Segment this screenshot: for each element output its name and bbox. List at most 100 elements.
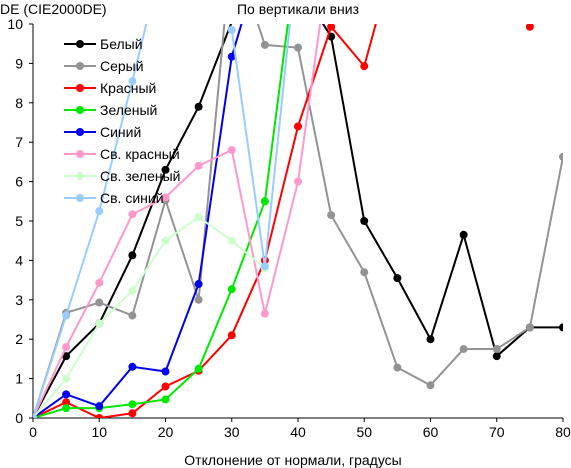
- data-point: [260, 197, 269, 206]
- legend-swatch-marker: [76, 128, 84, 136]
- legend-label: Зеленый: [100, 102, 157, 118]
- data-point: [95, 278, 104, 287]
- x-tick-label: 10: [91, 424, 107, 440]
- data-point: [161, 395, 170, 404]
- data-point: [426, 381, 435, 390]
- data-point: [161, 367, 170, 376]
- legend-label: Белый: [100, 36, 143, 52]
- data-point: [294, 122, 302, 131]
- data-point: [161, 382, 170, 391]
- data-point: [360, 217, 369, 225]
- series-8: [33, 24, 291, 418]
- legend-label: Св. красный: [100, 146, 180, 162]
- data-point: [62, 311, 71, 320]
- data-point: [227, 25, 236, 34]
- y-tick-label: 9: [15, 55, 23, 71]
- legend-item: Синий: [64, 124, 141, 140]
- legend-item: Св. зеленый: [64, 168, 180, 184]
- legend-swatch-marker: [76, 62, 84, 70]
- legend-label: Красный: [100, 80, 156, 96]
- legend-swatch-marker: [76, 84, 84, 92]
- data-point: [161, 193, 170, 202]
- y-tick-label: 0: [15, 410, 23, 426]
- data-point: [62, 390, 71, 399]
- x-tick-label: 30: [224, 424, 240, 440]
- y-tick-label: 6: [15, 174, 23, 190]
- data-point: [128, 400, 137, 409]
- data-point: [492, 345, 501, 354]
- series-line: [33, 24, 322, 418]
- legend-item: Серый: [64, 58, 144, 74]
- y-tick-label: 10: [7, 16, 23, 32]
- data-point: [128, 251, 137, 260]
- legend-item: Св. синий: [64, 190, 164, 206]
- data-point: [194, 161, 203, 170]
- legend-item: Белый: [64, 36, 143, 52]
- series-layer: [33, 24, 563, 418]
- series-line: [33, 24, 563, 418]
- axes: 0 1 2 3 4 5 6 7 8 9 10 0 10 20 30 40 50 60 70 80: [7, 16, 571, 440]
- data-point: [227, 331, 236, 340]
- series-line: [33, 24, 377, 418]
- data-point: [194, 364, 203, 373]
- y-tick-label: 4: [15, 252, 23, 268]
- data-point: [360, 62, 369, 71]
- data-point: [62, 404, 71, 413]
- x-tick-label: 20: [158, 424, 174, 440]
- data-point: [294, 43, 302, 52]
- y-axis-label: DE (CIE2000DE): [0, 1, 107, 17]
- y-tick-label: 5: [15, 213, 23, 229]
- data-point: [128, 409, 137, 418]
- x-axis-label: Отклонение от нормали, градусы: [184, 452, 401, 468]
- series-line: [33, 24, 289, 418]
- y-tick-label: 7: [15, 134, 23, 150]
- legend-swatch-marker: [76, 40, 84, 48]
- series-line: [230, 24, 291, 267]
- legend-label: Св. зеленый: [100, 168, 180, 184]
- legend-swatch-marker: [76, 150, 84, 158]
- data-point: [559, 152, 563, 161]
- x-tick-label: 0: [29, 424, 37, 440]
- data-point: [62, 343, 71, 352]
- x-tick-label: 80: [555, 424, 571, 440]
- data-point: [227, 285, 236, 294]
- data-point: [327, 24, 336, 31]
- data-point: [260, 40, 269, 49]
- data-point: [33, 414, 37, 418]
- legend-swatch-marker: [76, 172, 84, 180]
- data-point: [62, 398, 71, 407]
- y-tick-label: 2: [15, 331, 23, 347]
- legend-swatch-marker: [76, 106, 84, 114]
- data-point: [459, 230, 468, 239]
- data-point: [128, 77, 137, 86]
- series-6: [33, 24, 322, 418]
- y-tick-label: 8: [15, 95, 23, 111]
- data-point: [459, 345, 468, 354]
- data-point: [161, 165, 170, 174]
- legend: Белый Серый Красный Зеленый Синий Св. красный…: [64, 36, 180, 206]
- data-point: [327, 211, 336, 220]
- data-point: [128, 286, 137, 295]
- data-point: [194, 213, 203, 222]
- x-tick-label: 40: [290, 424, 306, 440]
- series-line: [33, 24, 243, 418]
- data-point: [128, 311, 137, 320]
- legend-item: Зеленый: [64, 102, 157, 118]
- data-point: [260, 309, 269, 318]
- data-point: [294, 177, 302, 186]
- data-point: [360, 268, 369, 277]
- data-point: [559, 323, 563, 332]
- data-point: [393, 274, 402, 283]
- data-point: [128, 362, 137, 371]
- data-point: [95, 402, 104, 411]
- data-point: [194, 280, 203, 289]
- data-point: [128, 210, 137, 219]
- data-point: [95, 319, 104, 328]
- data-point: [62, 352, 71, 361]
- data-point: [95, 207, 104, 216]
- data-point: [492, 352, 501, 361]
- data-point: [227, 236, 236, 245]
- x-tick-label: 50: [356, 424, 372, 440]
- data-point: [525, 323, 534, 332]
